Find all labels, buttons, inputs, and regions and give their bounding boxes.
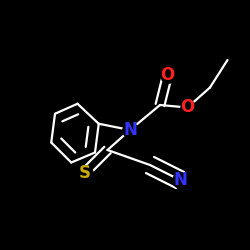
Text: N: N — [173, 171, 187, 189]
Text: N: N — [123, 121, 137, 139]
Text: O: O — [160, 66, 174, 84]
Text: S: S — [79, 164, 91, 182]
Text: O: O — [180, 98, 194, 116]
